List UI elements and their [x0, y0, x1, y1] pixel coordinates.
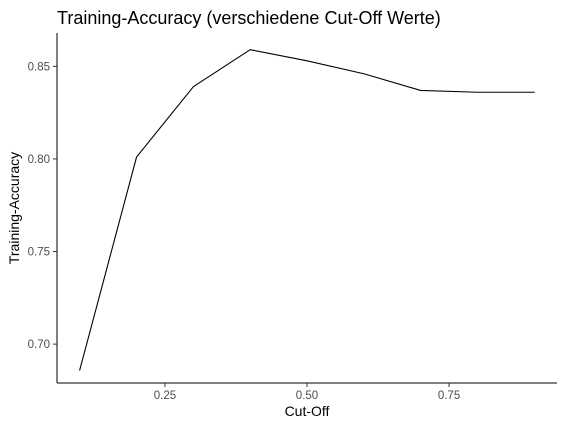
- y-tick-label: 0.80: [28, 154, 50, 166]
- x-tick-label: 0.75: [438, 390, 460, 402]
- x-axis-title: Cut-Off: [285, 403, 330, 419]
- data-points: [80, 50, 535, 370]
- x-axis-ticks: 0.25 0.50 0.75: [154, 383, 460, 402]
- x-tick-label: 0.50: [296, 390, 318, 402]
- x-tick-label: 0.25: [154, 390, 176, 402]
- y-tick-label: 0.75: [28, 247, 50, 259]
- accuracy-series-line: [79, 49, 535, 371]
- y-axis-ticks: 0.70 0.75 0.80 0.85: [28, 61, 57, 351]
- chart-title: Training-Accuracy (verschiedene Cut-Off …: [57, 8, 441, 28]
- y-axis-title: Training-Accuracy: [6, 152, 22, 264]
- y-tick-label: 0.70: [28, 339, 50, 351]
- y-tick-label: 0.85: [28, 61, 50, 73]
